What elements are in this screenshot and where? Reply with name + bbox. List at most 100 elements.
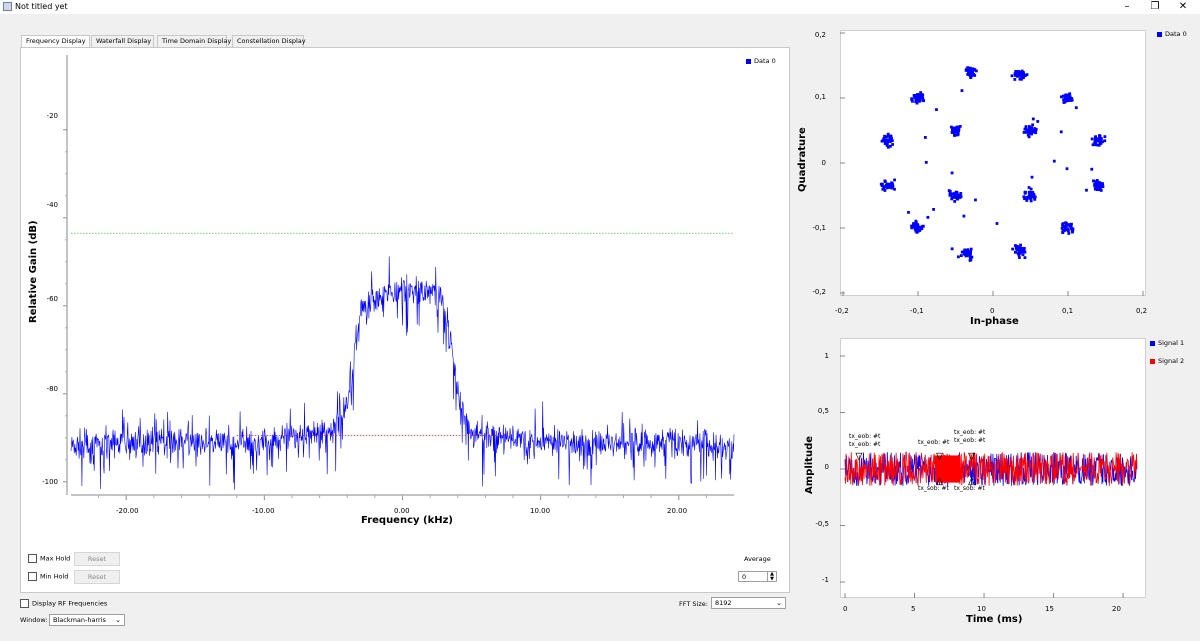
time-x-tick: 10 — [977, 605, 986, 613]
constellation-point — [952, 129, 955, 133]
constellation-point — [917, 99, 921, 103]
constellation-point — [885, 182, 889, 186]
spin-arrows-icon[interactable]: ▲ ▼ — [767, 572, 776, 581]
constellation-point — [914, 98, 918, 102]
chevron-down-icon: ⌄ — [115, 616, 121, 624]
constellation-point — [1096, 181, 1099, 185]
app-icon — [3, 2, 12, 11]
constellation-point — [1023, 250, 1027, 254]
chevron-down-icon: ⌄ — [776, 599, 782, 607]
time-domain-plot[interactable] — [840, 338, 1146, 598]
min-hold-checkbox[interactable]: Min Hold — [28, 572, 68, 581]
constellation-point — [910, 226, 914, 230]
average-spinbox[interactable]: 0 ▲ ▼ — [738, 571, 777, 582]
constellation-point — [1014, 70, 1018, 73]
minimize-button[interactable]: – — [1124, 1, 1130, 12]
constellation-point — [1030, 132, 1033, 136]
constellation-point — [1027, 125, 1031, 128]
constellation-point — [1098, 138, 1102, 141]
constellation-point — [1099, 189, 1103, 192]
constellation-point — [1090, 167, 1094, 171]
tab-constellation-display[interactable]: Constellation Display — [232, 35, 306, 47]
checkbox-box[interactable] — [28, 572, 37, 581]
constellation-point — [907, 210, 910, 214]
constellation-point — [1031, 130, 1035, 133]
tab-frequency-display[interactable]: Frequency Display — [21, 35, 90, 48]
tag-label: tx_eob: #t — [849, 441, 881, 448]
window-value: Blackman-harris — [53, 616, 106, 624]
time-y-tick: 0,5 — [817, 407, 829, 415]
checkbox-box[interactable] — [28, 554, 37, 563]
freq-x-axis-label: Frequency (kHz) — [361, 515, 453, 526]
time-x-tick: 15 — [1045, 605, 1054, 613]
max-hold-checkbox[interactable]: Max Hold — [28, 554, 70, 563]
window-select[interactable]: Blackman-harris ⌄ — [49, 614, 125, 626]
constellation-point — [1064, 221, 1068, 225]
constellation-point — [916, 95, 920, 99]
max-hold-label: Max Hold — [40, 554, 71, 563]
constellation-point — [1016, 252, 1020, 255]
constellation-plot[interactable] — [840, 30, 1146, 296]
constellation-point — [955, 190, 959, 194]
constellation-point — [1018, 250, 1022, 254]
constellation-point — [1098, 135, 1101, 139]
constellation-point — [1098, 188, 1102, 191]
display-rf-checkbox[interactable]: Display RF Frequencies — [20, 599, 107, 608]
constellation-point — [1033, 195, 1037, 199]
freq-y-tick: -60 — [46, 295, 58, 303]
series-signal-2 — [844, 451, 1138, 486]
constellation-point — [1068, 224, 1072, 228]
constellation-point — [962, 214, 966, 218]
checkbox-box[interactable] — [20, 599, 29, 608]
constellation-point — [1061, 224, 1065, 228]
constellation-point — [955, 195, 959, 199]
constellation-point — [1095, 187, 1099, 190]
constellation-point — [924, 160, 928, 164]
constellation-point — [1022, 72, 1026, 76]
time-x-axis-label: Time (ms) — [966, 614, 1023, 625]
max-hold-reset-button[interactable]: Reset — [74, 552, 120, 566]
constellation-point — [970, 255, 974, 259]
constellation-point — [1021, 70, 1025, 74]
constellation-point — [1091, 143, 1095, 147]
constellation-point — [948, 193, 952, 197]
freq-x-tick: 0.00 — [394, 507, 410, 515]
constellation-point — [1093, 140, 1097, 144]
constellation-point — [1095, 137, 1099, 141]
constellation-point — [1069, 226, 1073, 230]
constellation-point — [1070, 97, 1074, 100]
constellation-point — [949, 125, 953, 129]
constellation-point — [887, 134, 890, 138]
freq-y-tick: -40 — [46, 201, 58, 209]
constellation-point — [914, 95, 918, 99]
const-y-tick: -0,1 — [812, 224, 826, 232]
constellation-point — [1101, 182, 1104, 185]
maximize-button[interactable]: ❐ — [1150, 1, 1160, 12]
min-hold-reset-button[interactable]: Reset — [74, 570, 120, 584]
fft-size-select[interactable]: 8192 ⌄ — [711, 597, 786, 609]
constellation-point — [1061, 222, 1065, 226]
tab-waterfall-display[interactable]: Waterfall Display — [91, 35, 154, 47]
constellation-point — [913, 94, 917, 97]
constellation-point — [1014, 244, 1017, 247]
constellation-point — [890, 139, 894, 143]
tag-marker-up-icon — [936, 477, 944, 486]
constellation-point — [1027, 190, 1031, 194]
time-y-tick: 0 — [824, 463, 829, 471]
constellation-point — [958, 193, 962, 197]
frequency-plot[interactable] — [63, 55, 744, 510]
constellation-point — [919, 91, 923, 94]
constellation-point — [918, 229, 922, 232]
constellation-point — [1090, 137, 1094, 141]
constellation-point — [966, 250, 969, 253]
legend-label: Signal 2 — [1158, 357, 1185, 365]
constellation-point — [1067, 229, 1070, 233]
tab-time-domain-display[interactable]: Time Domain Display — [157, 35, 231, 47]
constellation-point — [1021, 248, 1024, 252]
constellation-point — [1032, 128, 1036, 132]
close-button[interactable]: ✕ — [1178, 1, 1188, 12]
constellation-point — [966, 248, 970, 252]
constellation-point — [1019, 243, 1022, 247]
constellation-point — [932, 207, 935, 211]
constellation-point — [1026, 133, 1030, 137]
